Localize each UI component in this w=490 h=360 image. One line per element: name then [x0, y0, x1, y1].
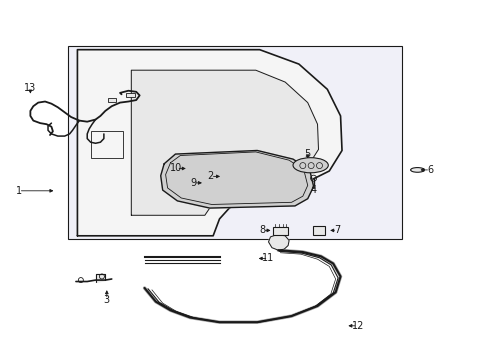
- Text: 13: 13: [24, 83, 37, 93]
- Text: 10: 10: [171, 163, 183, 174]
- Ellipse shape: [411, 167, 424, 172]
- Polygon shape: [161, 150, 314, 208]
- Text: 1: 1: [16, 186, 22, 196]
- FancyBboxPatch shape: [273, 227, 288, 235]
- Bar: [91, 131, 122, 158]
- Text: 12: 12: [351, 321, 364, 331]
- Polygon shape: [96, 274, 105, 282]
- Bar: [68, 46, 402, 239]
- Text: 4: 4: [311, 185, 317, 195]
- Polygon shape: [131, 70, 318, 215]
- Text: 11: 11: [263, 253, 275, 264]
- Text: 7: 7: [334, 225, 340, 235]
- Bar: [126, 93, 135, 97]
- Text: 5: 5: [305, 149, 311, 159]
- Text: 2: 2: [208, 171, 214, 181]
- Polygon shape: [269, 235, 289, 250]
- FancyBboxPatch shape: [313, 226, 325, 235]
- Bar: [108, 98, 116, 102]
- Text: 8: 8: [260, 225, 266, 235]
- Text: 6: 6: [427, 165, 433, 175]
- Polygon shape: [77, 50, 342, 236]
- Text: 3: 3: [104, 294, 110, 305]
- Text: 9: 9: [191, 178, 196, 188]
- Ellipse shape: [293, 158, 328, 173]
